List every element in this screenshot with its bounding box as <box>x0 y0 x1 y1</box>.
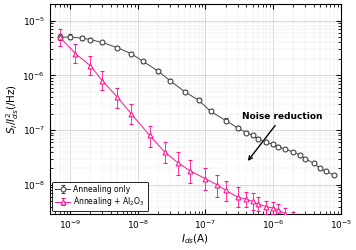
Text: Noise reduction: Noise reduction <box>242 112 323 160</box>
Legend: Annealing only, Annealing + Al$_2$O$_3$: Annealing only, Annealing + Al$_2$O$_3$ <box>52 182 148 211</box>
X-axis label: $I_{ds}$(A): $I_{ds}$(A) <box>181 232 209 246</box>
Y-axis label: $S_I/I_{ds}^2$(/Hz): $S_I/I_{ds}^2$(/Hz) <box>4 84 21 134</box>
